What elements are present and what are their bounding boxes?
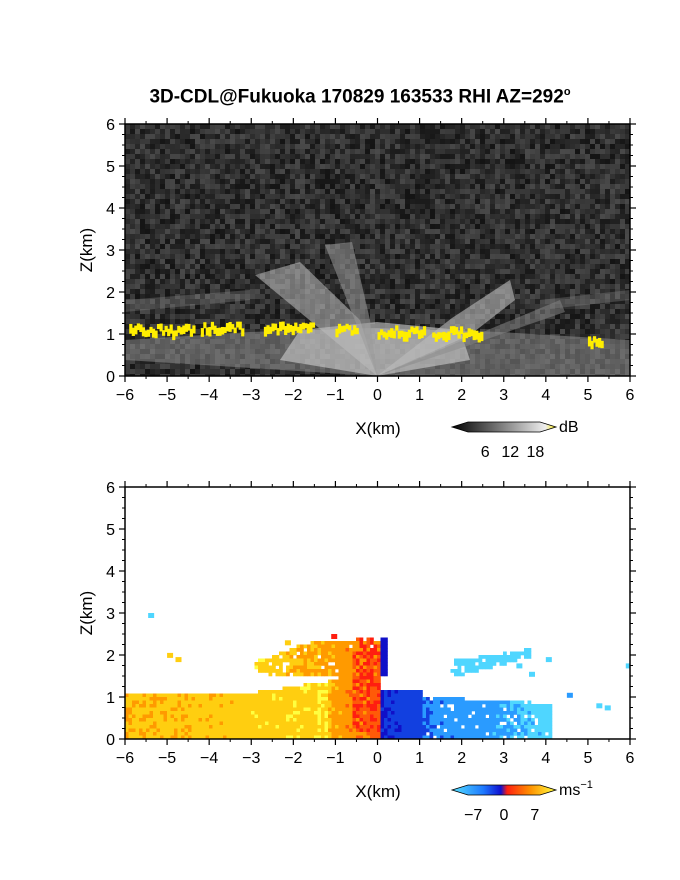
y-tick-label: 1 <box>106 327 115 344</box>
y-tick-label: 1 <box>106 690 115 707</box>
x-tick-label: −6 <box>116 750 134 767</box>
title-degree: o <box>563 86 571 98</box>
colorbar-tick-label: 0 <box>500 807 509 824</box>
x-tick-label: −2 <box>284 750 302 767</box>
x-tick-label: −1 <box>326 750 344 767</box>
colorbar-tick-label: −7 <box>464 807 482 824</box>
y-tick-label: 5 <box>106 159 115 176</box>
y-tick-label: 0 <box>106 732 115 749</box>
x-tick-label: 3 <box>499 750 508 767</box>
x-tick-label: 0 <box>373 387 382 404</box>
colorbar-tick-label: 18 <box>527 444 545 461</box>
colorbar-tick-label: 6 <box>481 444 490 461</box>
x-tick-label: 5 <box>583 750 592 767</box>
x-tick-label: −2 <box>284 387 302 404</box>
x-tick-label: 6 <box>626 750 635 767</box>
velocity-axes: −6 −5 −4 −3 −2 −1 0 1 2 3 4 5 6 0 1 2 3 4 5 6 <box>106 480 636 767</box>
reflectivity-echo <box>125 242 630 376</box>
y-tick-label: 4 <box>106 201 115 218</box>
y-tick-label: 2 <box>106 285 115 302</box>
colorbar-tick-label: 7 <box>530 807 539 824</box>
x-tick-label: 2 <box>457 387 466 404</box>
x-tick-label: −4 <box>200 387 218 404</box>
reflectivity-ylabel: Z(km) <box>77 228 96 272</box>
colorbar-tick-label: 12 <box>501 444 519 461</box>
velocity-field <box>125 613 630 739</box>
reflectivity-colorbar-unit: dB <box>559 419 579 436</box>
y-tick-label: 6 <box>106 480 115 497</box>
title-text: 3D-CDL@Fukuoka 170829 163533 RHI AZ=292 <box>149 86 564 108</box>
chart-title: 3D-CDL@Fukuoka 170829 163533 RHI AZ=292o <box>0 86 680 108</box>
y-tick-label: 3 <box>106 243 115 260</box>
x-tick-label: −5 <box>158 387 176 404</box>
reflectivity-colorbar: 6 12 18 dB <box>450 419 579 461</box>
velocity-xlabel: X(km) <box>355 782 400 801</box>
y-tick-label: 4 <box>106 564 115 581</box>
velocity-colorbar: −7 0 7 ms−1 <box>450 779 593 824</box>
x-tick-label: 3 <box>499 387 508 404</box>
velocity-colorbar-unit: ms−1 <box>559 779 593 799</box>
x-tick-label: −1 <box>326 387 344 404</box>
y-tick-label: 3 <box>106 606 115 623</box>
x-tick-label: 2 <box>457 750 466 767</box>
y-tick-label: 5 <box>106 522 115 539</box>
x-tick-label: 1 <box>415 750 424 767</box>
x-tick-label: −5 <box>158 750 176 767</box>
reflectivity-xlabel: X(km) <box>355 419 400 438</box>
x-tick-label: −4 <box>200 750 218 767</box>
y-tick-label: 2 <box>106 648 115 665</box>
reflectivity-axes: −6 −5 −4 −3 −2 −1 0 1 2 3 4 5 6 0 1 2 3 4 5 6 <box>106 117 636 404</box>
x-tick-label: 1 <box>415 387 424 404</box>
x-tick-label: 6 <box>626 387 635 404</box>
x-tick-label: 5 <box>583 387 592 404</box>
x-tick-label: −3 <box>242 387 260 404</box>
y-tick-label: 6 <box>106 117 115 134</box>
x-tick-label: 4 <box>541 387 550 404</box>
velocity-panel: −6 −5 −4 −3 −2 −1 0 1 2 3 4 5 6 0 1 2 3 4 5 6 X(km) Z(km) −… <box>77 480 636 824</box>
velocity-ylabel: Z(km) <box>77 591 96 635</box>
y-tick-label: 0 <box>106 369 115 386</box>
cloud-base-layer <box>129 321 604 350</box>
x-tick-label: 4 <box>541 750 550 767</box>
x-tick-label: −3 <box>242 750 260 767</box>
x-tick-label: 0 <box>373 750 382 767</box>
x-tick-label: −6 <box>116 387 134 404</box>
